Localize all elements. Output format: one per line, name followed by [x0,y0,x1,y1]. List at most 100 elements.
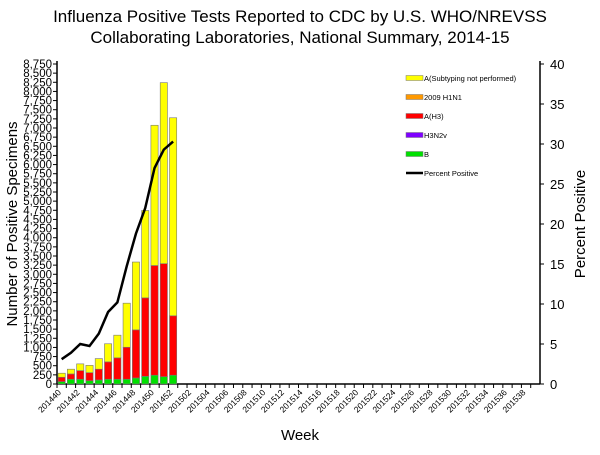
legend-label: B [424,150,429,159]
y-tick-label: 4,250 [23,224,52,236]
y-tick-label: 0 [46,379,52,391]
bar-segment-b [132,377,140,385]
bar-segment-b [122,378,131,385]
y2-tick-label: 40 [550,57,564,72]
bar-segment-b [159,376,168,385]
y-tick-label: 5,000 [23,196,52,208]
y-tick-label: 8,000 [23,86,52,98]
y-tick-label: 750 [33,352,52,364]
y-tick-label: 3,500 [23,251,52,263]
bar-segment-a-h3- [132,329,140,379]
y-tick-label: 4,750 [23,205,52,217]
y-tick-label: 7,750 [23,96,52,108]
y-tick-label: 3,250 [23,260,52,272]
bar-segment-a-subtyping-not-performed- [159,82,168,264]
legend-label: H3N2v [424,131,447,140]
bar-segment-a-h3- [57,376,66,382]
legend-swatch [405,94,424,100]
bar-segment-a-h3- [104,361,113,380]
y-tick-label: 1,250 [23,333,52,345]
y-tick-label: 5,750 [23,169,52,181]
bar-segment-a-h3- [85,372,94,382]
bar-segment-a-h3- [67,373,75,380]
legend-swatch [405,113,424,119]
y-axis-label: Number of Positive Specimens [4,121,21,326]
y-tick-label: 250 [33,370,52,382]
y-tick-label: 8,500 [23,68,52,80]
legend-swatch [405,151,424,157]
bar-segment-a-subtyping-not-performed- [67,368,75,375]
legend-label: 2009 H1N1 [424,93,462,102]
bar-segment-a-subtyping-not-performed- [57,372,66,378]
bar-segment-a-h3- [122,346,131,380]
legend-swatch [405,75,424,81]
bar-segment-b [85,380,94,385]
y2-tick-label: 20 [550,217,564,232]
y-tick-label: 6,750 [23,132,52,144]
y-tick-label: 6,500 [23,141,52,153]
bar-segment-a-subtyping-not-performed- [113,334,122,359]
y2-tick-label: 0 [550,377,557,392]
bar-segment-a-h3- [169,315,178,376]
bar-segment-b [94,379,103,385]
bar-segment-a-subtyping-not-performed- [122,302,131,348]
bar-segment-b [104,378,113,385]
bar-segment-a-subtyping-not-performed- [169,117,178,317]
legend-label: A(H3) [424,112,444,121]
bar-segment-a-subtyping-not-performed- [132,261,140,331]
y2-tick-label: 10 [550,297,564,312]
bar-segment-b [76,378,85,385]
y-tick-label: 2,250 [23,297,52,309]
bar-segment-a-h3- [76,370,85,380]
bar-segment-b [57,381,66,385]
y-tick-label: 500 [33,361,52,373]
bar-segment-a-h3- [159,263,168,377]
bar-segment-a-h3- [150,265,159,376]
y2-axis-label: Percent Positive [572,170,589,278]
y2-tick-label: 35 [550,97,564,112]
legend-label: A(Subtyping not performed) [424,74,517,83]
y-tick-label: 7,500 [23,105,52,117]
y-tick-label: 6,250 [23,150,52,162]
chart-title-line-1: Influenza Positive Tests Reported to CDC… [53,7,547,26]
y-tick-label: 7,000 [23,123,52,135]
y2-tick-label: 5 [550,337,557,352]
y-tick-label: 4,500 [23,214,52,226]
y2-tick-label: 25 [550,177,564,192]
y-tick-label: 2,000 [23,306,52,318]
y-tick-label: 1,000 [23,342,52,354]
y-tick-label: 8,750 [23,59,52,71]
bar-segment-a-subtyping-not-performed- [150,124,159,266]
y-tick-label: 2,500 [23,288,52,300]
bar-segment-a-h3- [141,297,150,377]
bar-segment-a-subtyping-not-performed- [141,210,150,299]
bar-segment-a-h3- [113,357,122,380]
bar-segment-a-subtyping-not-performed- [85,365,94,373]
y-tick-label: 3,000 [23,269,52,281]
bar-segment-b [150,374,159,385]
bar-segment-a-h3- [94,368,103,381]
bar-segment-b [141,376,150,385]
bar-segment-b [67,378,75,385]
y-tick-label: 4,000 [23,233,52,245]
bar-segment-b [113,378,122,385]
bar-segment-a-subtyping-not-performed- [104,343,113,363]
y-tick-label: 1,500 [23,324,52,336]
legend-label: Percent Positive [424,169,478,178]
y-tick-label: 8,250 [23,77,52,89]
y2-tick-label: 15 [550,257,564,272]
bar-segment-a-subtyping-not-performed- [76,363,85,371]
y-tick-label: 5,250 [23,187,52,199]
percent-positive-line [60,140,174,361]
y-tick-label: 3,750 [23,242,52,254]
y-tick-label: 1,750 [23,315,52,327]
legend-swatch [405,132,424,138]
bar-segment-b [169,374,178,385]
y2-tick-label: 30 [550,137,564,152]
y-tick-label: 6,000 [23,160,52,172]
y-tick-label: 2,750 [23,278,52,290]
y-tick-label: 7,250 [23,114,52,126]
chart-title-line-2: Collaborating Laboratories, National Sum… [90,28,509,47]
y-tick-label: 5,500 [23,178,52,190]
